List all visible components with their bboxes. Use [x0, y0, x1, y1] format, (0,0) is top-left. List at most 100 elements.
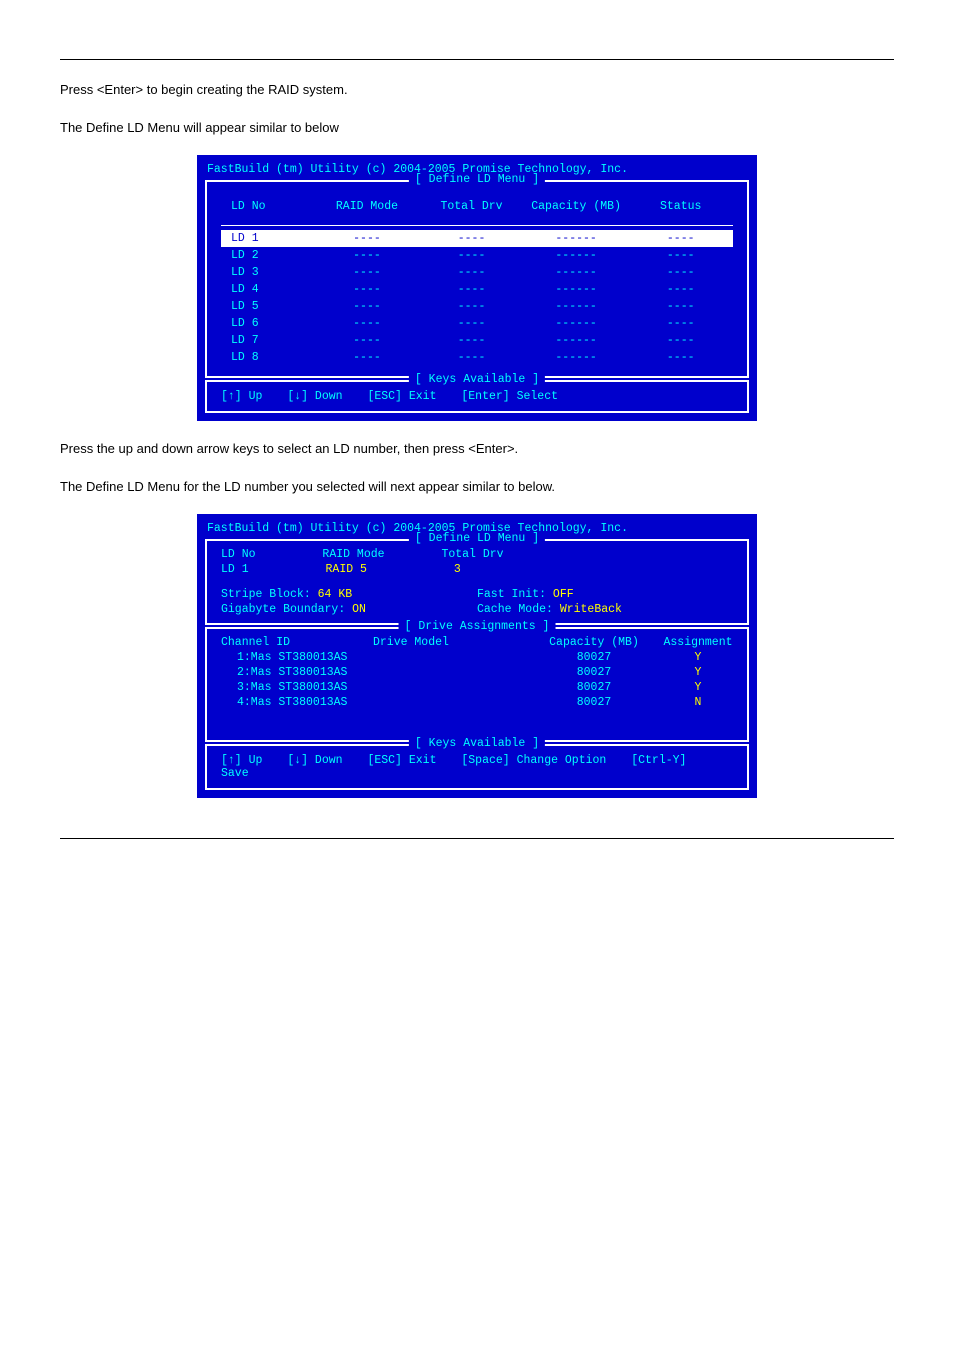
ld-cell-no: LD 5 — [221, 300, 315, 313]
key-space: [Space] Change Option — [461, 754, 606, 767]
ldno-label: LD No — [221, 548, 256, 561]
gb-val: ON — [352, 603, 366, 616]
ld-cell-cap: ------ — [524, 300, 629, 313]
drive-cap: 80027 — [529, 681, 659, 694]
define-ld-box: [ Define LD Menu ] LD No RAID Mode Total… — [205, 539, 749, 625]
ld-cell-drv: ---- — [419, 232, 524, 245]
gb-label: Gigabyte Boundary: — [221, 603, 345, 616]
totaldrv-val: 3 — [454, 563, 461, 576]
ld-cell-cap: ------ — [524, 317, 629, 330]
drive-assign: Y — [659, 681, 737, 694]
drive-row[interactable]: 4:Mas ST380013AS 80027N — [217, 695, 737, 710]
ld-row[interactable]: LD 3------------------ — [221, 264, 733, 281]
ld-cell-status: ---- — [628, 283, 733, 296]
drive-assign: Y — [659, 651, 737, 664]
ld-cell-no: LD 3 — [221, 266, 315, 279]
drive-assign: N — [659, 696, 737, 709]
para-4: The Define LD Menu for the LD number you… — [60, 477, 894, 497]
ld-cell-status: ---- — [628, 249, 733, 262]
table-header: LD No RAID Mode Total Drv Capacity (MB) … — [221, 192, 733, 221]
ld-cell-drv: ---- — [419, 317, 524, 330]
ld-cell-cap: ------ — [524, 266, 629, 279]
drive-cap: 80027 — [529, 651, 659, 664]
box-label: [ Drive Assignments ] — [399, 620, 556, 633]
ld-cell-mode: ---- — [315, 334, 420, 347]
key-up: [↑] Up — [221, 390, 262, 403]
ld-cell-status: ---- — [628, 232, 733, 245]
ld-row[interactable]: LD 4------------------ — [221, 281, 733, 298]
ld-cell-drv: ---- — [419, 300, 524, 313]
ld-row[interactable]: LD 5------------------ — [221, 298, 733, 315]
drive-row[interactable]: 2:Mas ST380013AS80027Y — [217, 665, 737, 680]
ld-cell-cap: ------ — [524, 351, 629, 364]
stripe-val: 64 KB — [318, 588, 353, 601]
ld-cell-status: ---- — [628, 300, 733, 313]
drive-cap: 80027 — [529, 696, 659, 709]
key-up: [↑] Up — [221, 754, 262, 767]
key-esc: [ESC] Exit — [367, 754, 436, 767]
drive-id-model: 1:Mas ST380013AS — [217, 651, 425, 664]
bios-screenshot-2: FastBuild (tm) Utility (c) 2004-2005 Pro… — [197, 514, 757, 798]
ld-cell-mode: ---- — [315, 266, 420, 279]
dh-cap: Capacity (MB) — [529, 636, 659, 649]
para-3: Press the up and down arrow keys to sele… — [60, 439, 894, 459]
page-header-rule — [60, 40, 894, 60]
ld-cell-drv: ---- — [419, 266, 524, 279]
drive-id-model: 4:Mas ST380013AS — [217, 696, 425, 709]
dh-model: Drive Model — [373, 636, 529, 649]
bios-screenshot-1: FastBuild (tm) Utility (c) 2004-2005 Pro… — [197, 155, 757, 421]
drive-row[interactable]: 1:Mas ST380013AS 80027Y — [217, 650, 737, 665]
page-footer-rule — [60, 838, 894, 858]
key-enter: [Enter] Select — [461, 390, 558, 403]
ld-cell-drv: ---- — [419, 351, 524, 364]
ld-cell-no: LD 8 — [221, 351, 315, 364]
drive-header: Channel ID Drive Model Capacity (MB) Ass… — [217, 635, 737, 650]
ld-cell-no: LD 7 — [221, 334, 315, 347]
cache-label: Cache Mode: — [477, 603, 553, 616]
stripe-label: Stripe Block: — [221, 588, 311, 601]
hdr-ldno: LD No — [221, 200, 315, 213]
keys-label: [ Keys Available ] — [409, 737, 545, 750]
key-down: [↓] Down — [287, 754, 342, 767]
ld-cell-cap: ------ — [524, 232, 629, 245]
ld-row[interactable]: LD 8------------------ — [221, 349, 733, 366]
drive-id-model: 3:Mas ST380013AS — [217, 681, 425, 694]
ld-cell-status: ---- — [628, 334, 733, 347]
totaldrv-label: Total Drv — [441, 548, 503, 561]
para-1: Press <Enter> to begin creating the RAID… — [60, 80, 894, 100]
ld-row[interactable]: LD 1------------------ — [221, 230, 733, 247]
ld-cell-mode: ---- — [315, 300, 420, 313]
ld-cell-no: LD 2 — [221, 249, 315, 262]
ld-cell-mode: ---- — [315, 232, 420, 245]
ld-row[interactable]: LD 2------------------ — [221, 247, 733, 264]
keys-row: [↑] Up [↓] Down [ESC] Exit [Enter] Selec… — [207, 382, 747, 411]
hdr-drv: Total Drv — [419, 200, 524, 213]
keys-box: [ Keys Available ] [↑] Up [↓] Down [ESC]… — [205, 744, 749, 790]
drive-assign: Y — [659, 666, 737, 679]
ld-cell-drv: ---- — [419, 283, 524, 296]
fastinit-val: OFF — [553, 588, 574, 601]
drive-row[interactable]: 3:Mas ST380013AS 80027Y — [217, 680, 737, 695]
para-2: The Define LD Menu will appear similar t… — [60, 118, 894, 138]
dh-channel: Channel ID — [217, 636, 373, 649]
ld-cell-no: LD 1 — [221, 232, 315, 245]
box-label: [ Define LD Menu ] — [409, 173, 545, 186]
ld-cell-cap: ------ — [524, 283, 629, 296]
drive-cap: 80027 — [529, 666, 659, 679]
ld-cell-cap: ------ — [524, 249, 629, 262]
ld-cell-mode: ---- — [315, 283, 420, 296]
ld-cell-drv: ---- — [419, 334, 524, 347]
ld-row[interactable]: LD 7------------------ — [221, 332, 733, 349]
ld-row[interactable]: LD 6------------------ — [221, 315, 733, 332]
keys-box: [ Keys Available ] [↑] Up [↓] Down [ESC]… — [205, 380, 749, 413]
keys-row: [↑] Up [↓] Down [ESC] Exit [Space] Chang… — [207, 746, 747, 788]
key-down: [↓] Down — [287, 390, 342, 403]
define-ld-box: [ Define LD Menu ] LD No RAID Mode Total… — [205, 180, 749, 378]
hdr-mode: RAID Mode — [315, 200, 420, 213]
keys-label: [ Keys Available ] — [409, 373, 545, 386]
ld-cell-cap: ------ — [524, 334, 629, 347]
ld-cell-no: LD 6 — [221, 317, 315, 330]
ld-cell-status: ---- — [628, 317, 733, 330]
hdr-cap: Capacity (MB) — [524, 200, 629, 213]
raidmode-label: RAID Mode — [322, 548, 384, 561]
